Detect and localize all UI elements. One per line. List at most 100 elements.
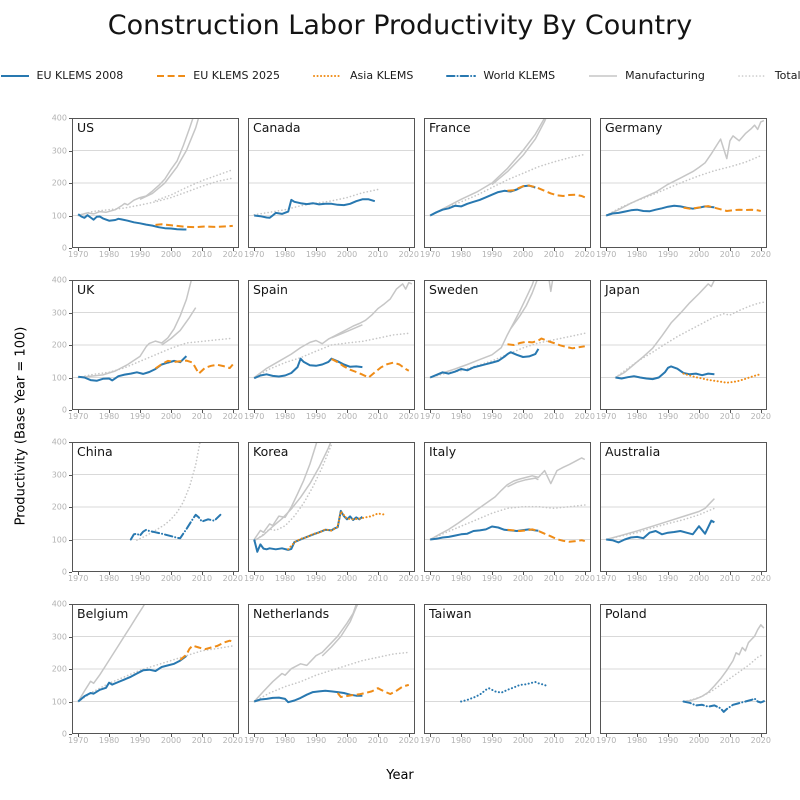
subplot-italy: Italy 1970 1980 1990 2000 2010 2020: [420, 442, 595, 583]
x-tick-label: 1970: [68, 412, 89, 421]
line-france-eu-klems-2025: [507, 184, 586, 199]
plot-border: [248, 604, 415, 734]
x-tick-mark: [729, 410, 731, 413]
line-uk-manufacturing: [161, 307, 197, 346]
x-tick-mark: [729, 572, 731, 575]
x-tick-label: 1990: [657, 412, 679, 421]
x-tick-label: 1980: [274, 250, 296, 259]
x-tick-label: 1990: [481, 250, 503, 259]
x-tick-label: 1970: [596, 250, 617, 259]
x-tick-mark: [461, 572, 463, 575]
x-tick-label: 1990: [481, 574, 503, 583]
plot-border: [248, 280, 415, 410]
line-taiwan-asia-klems: [460, 681, 549, 703]
line-sweden-manufacturing: [429, 280, 554, 379]
line-uk-manufacturing: [78, 280, 193, 379]
x-tick-mark: [78, 734, 80, 737]
x-tick-label: 2000: [512, 574, 534, 583]
line-australia-eu-klems-2008: [606, 519, 715, 544]
x-tick-mark: [171, 734, 172, 737]
x-tick-mark: [347, 734, 348, 737]
x-tick-label: 2020: [222, 574, 243, 583]
x-tick-label: 1980: [450, 736, 472, 745]
legend-line-sample-eu-klems-2008: [0, 74, 29, 77]
x-tick-label: 1970: [596, 412, 617, 421]
y-tick-label: 0: [61, 243, 67, 253]
plot-area-poland: [600, 604, 767, 734]
y-tick-label: 200: [51, 664, 67, 674]
x-tick-label: 2000: [688, 574, 710, 583]
subplot-title-germany: Germany: [605, 120, 663, 135]
x-tick-label: 2000: [512, 250, 534, 259]
x-tick-mark: [760, 248, 762, 251]
y-tick-mark: [69, 410, 72, 411]
x-tick-mark: [109, 410, 111, 413]
line-germany-eu-klems-2025: [683, 205, 762, 212]
x-tick-mark: [668, 734, 669, 737]
x-tick-label: 1990: [657, 736, 679, 745]
y-tick-mark: [69, 701, 72, 703]
plot-area-germany: [600, 118, 767, 248]
legend: EU KLEMS 2008 EU KLEMS 2025 Asia KLEMS Worl…: [0, 69, 800, 82]
x-tick-mark: [254, 248, 256, 251]
x-tick-mark: [316, 734, 317, 737]
x-tick-label: 1990: [129, 574, 151, 583]
x-tick-mark: [553, 572, 555, 575]
x-tick-label: 2000: [160, 412, 182, 421]
x-tick-mark: [109, 734, 111, 737]
plot-area-taiwan: [424, 604, 591, 734]
x-tick-label: 2000: [688, 250, 710, 259]
subplot-title-poland: Poland: [605, 606, 647, 621]
line-australia-manufacturing: [606, 498, 715, 541]
x-tick-label: 1970: [420, 250, 441, 259]
subplot-australia: Australia 1970 1980 1990 2000 2010 2020: [596, 442, 771, 583]
line-us-eu-klems-2025: [155, 223, 233, 229]
x-tick-mark: [699, 734, 700, 737]
x-tick-label: 2000: [160, 250, 182, 259]
x-tick-label: 2010: [719, 412, 741, 421]
x-tick-label: 1990: [305, 250, 327, 259]
x-tick-label: 2000: [336, 250, 358, 259]
x-tick-mark: [285, 410, 287, 413]
x-tick-mark: [729, 248, 731, 251]
x-tick-label: 2020: [574, 412, 595, 421]
x-tick-mark: [584, 572, 586, 575]
plot-border: [600, 280, 767, 410]
line-poland-total: [682, 653, 765, 703]
x-tick-label: 2020: [398, 574, 419, 583]
x-tick-mark: [606, 734, 608, 737]
x-tick-mark: [201, 248, 203, 251]
x-tick-mark: [408, 410, 410, 413]
x-tick-mark: [606, 410, 608, 413]
x-tick-mark: [201, 734, 203, 737]
subplot-france: France 1970 1980 1990 2000 2010 2020: [420, 118, 595, 259]
y-tick-label: 0: [61, 567, 67, 577]
x-tick-mark: [492, 734, 493, 737]
x-tick-mark: [637, 572, 639, 575]
y-tick-mark: [69, 539, 72, 541]
x-tick-label: 2020: [398, 250, 419, 259]
x-tick-label: 2000: [160, 736, 182, 745]
x-tick-mark: [316, 572, 317, 575]
y-tick-mark: [69, 345, 72, 346]
plot-border: [600, 604, 767, 734]
x-tick-label: 1980: [626, 574, 648, 583]
x-tick-label: 2010: [719, 574, 741, 583]
x-tick-mark: [523, 734, 524, 737]
subplot-title-uk: UK: [77, 282, 95, 297]
line-italy-manufacturing: [507, 477, 539, 488]
y-tick-mark: [69, 377, 72, 379]
line-sweden-eu-klems-2025: [507, 337, 585, 350]
plot-border: [72, 604, 239, 734]
x-tick-mark: [637, 410, 639, 413]
x-tick-mark: [347, 410, 348, 413]
x-tick-mark: [232, 248, 234, 251]
x-tick-label: 1980: [626, 736, 648, 745]
x-tick-mark: [377, 734, 379, 737]
x-tick-label: 1990: [129, 250, 151, 259]
x-tick-mark: [254, 410, 256, 413]
x-tick-mark: [408, 734, 410, 737]
x-tick-label: 2020: [574, 736, 595, 745]
y-tick-label: 100: [51, 697, 67, 706]
x-tick-label: 2020: [574, 250, 595, 259]
